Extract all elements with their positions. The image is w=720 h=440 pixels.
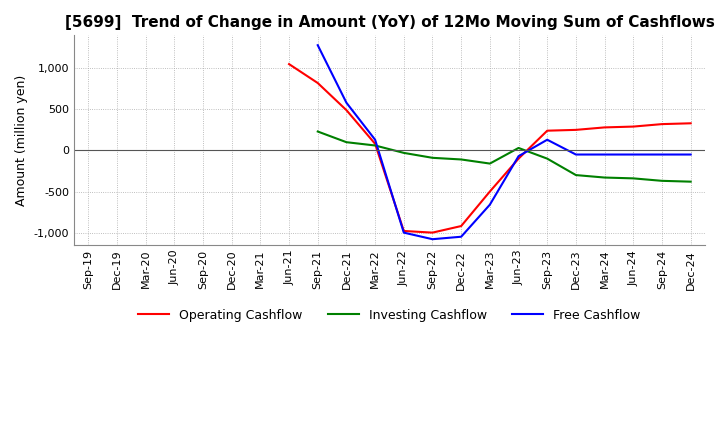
Free Cashflow — [313, 43, 322, 48]
Operating Cashflow — [657, 121, 666, 127]
Investing Cashflow — [400, 150, 408, 155]
Operating Cashflow — [400, 228, 408, 234]
Free Cashflow — [600, 152, 609, 157]
Operating Cashflow — [600, 125, 609, 130]
Investing Cashflow — [371, 143, 379, 148]
Operating Cashflow — [457, 224, 466, 229]
Operating Cashflow — [371, 141, 379, 147]
Investing Cashflow — [600, 175, 609, 180]
Line: Operating Cashflow: Operating Cashflow — [289, 64, 690, 233]
Investing Cashflow — [572, 172, 580, 178]
Operating Cashflow — [284, 62, 293, 67]
Free Cashflow — [572, 152, 580, 157]
Investing Cashflow — [686, 179, 695, 184]
Investing Cashflow — [313, 129, 322, 134]
Operating Cashflow — [313, 81, 322, 86]
Operating Cashflow — [572, 127, 580, 132]
Free Cashflow — [428, 237, 437, 242]
Investing Cashflow — [657, 178, 666, 183]
Legend: Operating Cashflow, Investing Cashflow, Free Cashflow: Operating Cashflow, Investing Cashflow, … — [133, 304, 646, 327]
Investing Cashflow — [485, 161, 494, 166]
Operating Cashflow — [514, 156, 523, 161]
Free Cashflow — [629, 152, 638, 157]
Investing Cashflow — [514, 145, 523, 150]
Investing Cashflow — [342, 139, 351, 145]
Free Cashflow — [514, 154, 523, 159]
Free Cashflow — [485, 202, 494, 207]
Investing Cashflow — [428, 155, 437, 161]
Operating Cashflow — [428, 230, 437, 235]
Operating Cashflow — [485, 189, 494, 194]
Operating Cashflow — [629, 124, 638, 129]
Operating Cashflow — [543, 128, 552, 133]
Free Cashflow — [400, 230, 408, 235]
Free Cashflow — [657, 152, 666, 157]
Free Cashflow — [371, 137, 379, 143]
Operating Cashflow — [686, 121, 695, 126]
Investing Cashflow — [457, 157, 466, 162]
Free Cashflow — [686, 152, 695, 157]
Free Cashflow — [543, 137, 552, 143]
Free Cashflow — [457, 234, 466, 239]
Investing Cashflow — [629, 176, 638, 181]
Investing Cashflow — [543, 156, 552, 161]
Free Cashflow — [342, 100, 351, 106]
Operating Cashflow — [342, 107, 351, 113]
Title: [5699]  Trend of Change in Amount (YoY) of 12Mo Moving Sum of Cashflows: [5699] Trend of Change in Amount (YoY) o… — [65, 15, 714, 30]
Line: Free Cashflow: Free Cashflow — [318, 45, 690, 239]
Line: Investing Cashflow: Investing Cashflow — [318, 132, 690, 182]
Y-axis label: Amount (million yen): Amount (million yen) — [15, 74, 28, 206]
